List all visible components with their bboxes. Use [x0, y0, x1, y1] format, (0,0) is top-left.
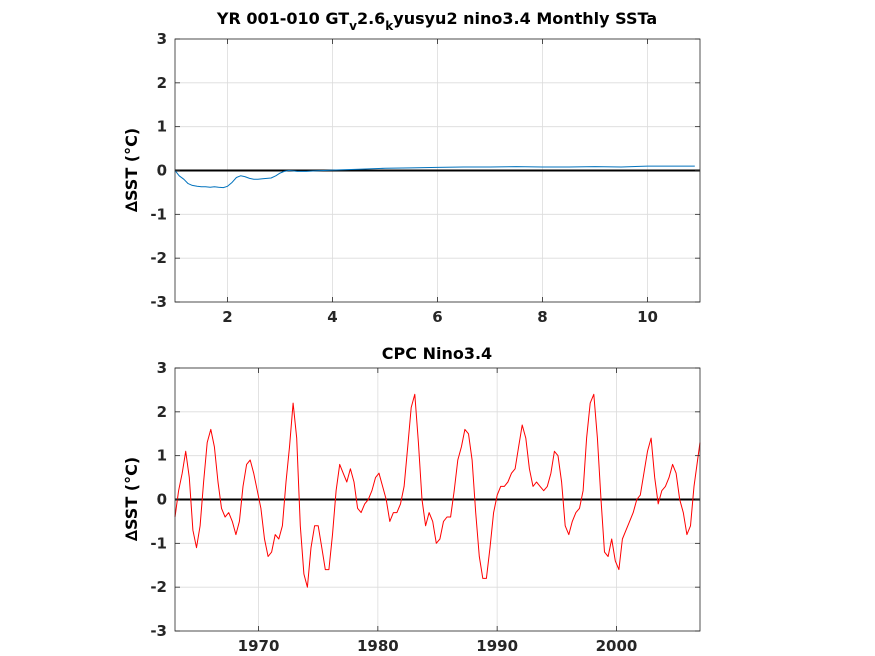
y-tick-label: 2 [157, 403, 167, 421]
top-y-ticks: -3 -2 -1 0 1 2 3 [150, 30, 700, 311]
bottom-panel-title: CPC Nino3.4 [382, 344, 492, 363]
y-tick-label: -1 [150, 205, 167, 223]
x-tick-label: 1980 [357, 637, 399, 655]
y-tick-label: -2 [150, 249, 167, 267]
y-tick-label: 3 [157, 359, 167, 377]
y-tick-label: -3 [150, 293, 167, 311]
series-line [174, 165, 695, 189]
y-tick-label: 1 [157, 118, 167, 136]
y-tick-label: 3 [157, 30, 167, 48]
y-tick-label: 0 [157, 162, 167, 180]
bottom-series [174, 393, 701, 588]
y-tick-label: -1 [150, 534, 167, 552]
x-tick-label: 8 [537, 308, 547, 326]
x-tick-label: 10 [637, 308, 658, 326]
x-tick-label: 1970 [238, 637, 280, 655]
y-tick-label: -2 [150, 578, 167, 596]
top-series [174, 165, 695, 189]
x-tick-label: 6 [432, 308, 442, 326]
bottom-panel: CPC Nino3.4 1970 1980 1990 2000 -3-2-10123 … [122, 344, 701, 655]
top-y-axis-label: ∆SST (°C) [122, 128, 141, 212]
top-x-ticks: 2 4 6 8 10 [222, 39, 658, 326]
x-tick-label: 2 [222, 308, 232, 326]
y-tick-label: -3 [150, 622, 167, 640]
series-line [174, 393, 701, 588]
y-tick-label: 1 [157, 447, 167, 465]
bottom-x-ticks: 1970 1980 1990 2000 [238, 368, 638, 655]
top-panel-title: YR 001-010 GTv2.6kyusyu2 nino3.4 Monthly… [216, 9, 657, 33]
top-panel: YR 001-010 GTv2.6kyusyu2 nino3.4 Monthly… [122, 9, 701, 326]
bottom-y-axis-label: ∆SST (°C) [122, 457, 141, 541]
x-tick-label: 4 [327, 308, 337, 326]
y-tick-label: 2 [157, 74, 167, 92]
x-tick-label: 1990 [476, 637, 518, 655]
y-tick-label: 0 [157, 491, 167, 509]
bottom-y-ticks: -3 -2 -1 0 1 2 3 [150, 359, 700, 640]
x-tick-label: 2000 [596, 637, 638, 655]
